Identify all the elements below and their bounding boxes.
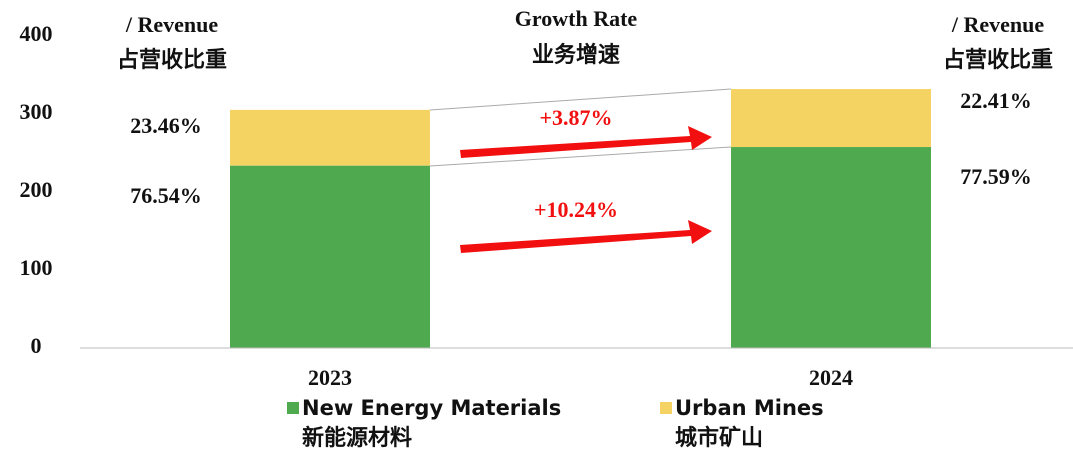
x-tick-label: 2024	[809, 365, 853, 390]
bar-segment	[731, 89, 931, 148]
share-label: 23.46%	[130, 113, 202, 138]
growth-header: Growth Rate	[515, 6, 638, 31]
legend-label-cn: 城市矿山	[675, 425, 763, 450]
legend-label: Urban Mines	[675, 396, 824, 420]
share-label: 77.59%	[960, 164, 1032, 189]
share-header: / Revenue	[125, 12, 219, 37]
arrow	[460, 220, 712, 253]
y-tick-label: 300	[20, 99, 53, 124]
y-tick-label: 100	[20, 255, 53, 280]
growth-header-cn: 业务增速	[532, 42, 620, 67]
share-label: 22.41%	[960, 88, 1032, 113]
bar-segment	[230, 165, 430, 348]
x-tick-label: 2023	[308, 365, 352, 390]
arrow	[460, 126, 712, 158]
bar-segment	[731, 147, 931, 348]
y-tick-label: 0	[31, 333, 42, 358]
growth-arrows	[460, 126, 712, 253]
legend-label-cn: 新能源材料	[302, 425, 412, 450]
growth-label: +3.87%	[539, 105, 612, 130]
connector	[429, 88, 732, 111]
share-header-cn: 占营收比重	[943, 47, 1053, 72]
y-tick-label: 400	[20, 21, 53, 46]
y-tick-label: 200	[20, 177, 53, 202]
legend-swatch	[660, 402, 672, 414]
legend-swatch	[287, 402, 299, 414]
share-header-cn: 占营收比重	[117, 47, 227, 72]
connector	[429, 146, 732, 167]
share-header: / Revenue	[951, 12, 1045, 37]
growth-label: +10.24%	[534, 197, 618, 222]
legend-label: New Energy Materials	[302, 396, 561, 420]
share-label: 76.54%	[130, 183, 202, 208]
bar-segment	[230, 109, 430, 166]
